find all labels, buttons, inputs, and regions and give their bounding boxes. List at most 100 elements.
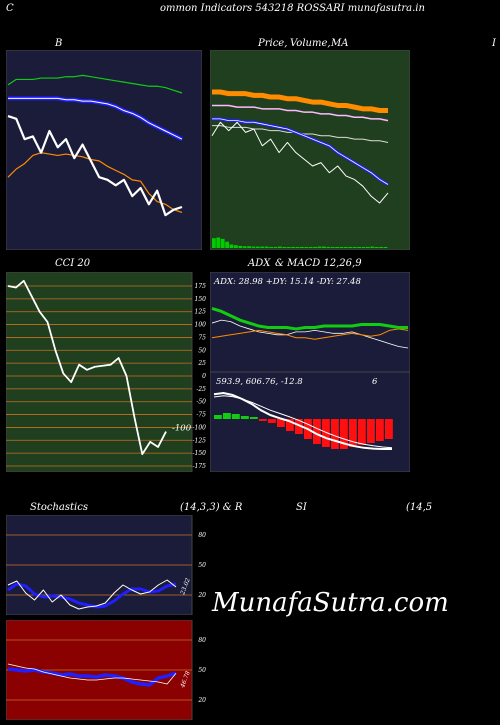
price-ma-mid <box>212 104 389 122</box>
cci-label: CCI 20 <box>55 258 91 269</box>
macd-histogram-bar <box>313 419 321 444</box>
adx-label-b: & MACD 12,26,9 <box>275 258 362 269</box>
volume-bar <box>216 237 221 248</box>
volume-bar <box>212 238 216 248</box>
volume-bar <box>269 246 273 248</box>
bollinger-upper-band <box>7 74 183 94</box>
macd-readout-b: 6 <box>372 377 378 387</box>
volume-bar <box>357 246 361 248</box>
volume-bar <box>264 246 269 248</box>
volume-bar <box>291 246 295 248</box>
volume-bar <box>344 246 348 248</box>
volume-bar <box>295 246 300 248</box>
cci-tick-label: -75 <box>196 412 206 419</box>
adx-macd-chart: ADX: 28.98 +DY: 15.14 -DY: 27.48 593.9, 6… <box>210 272 410 472</box>
macd-histogram-bar <box>277 419 285 427</box>
cci-tick-label: -150 <box>193 450 207 457</box>
cci-current-value: -100 <box>172 423 192 433</box>
bollinger-label: B <box>55 38 63 49</box>
cci-tick-label: 100 <box>195 322 207 329</box>
volume-bar <box>242 246 247 248</box>
cci-tick-label: 0 <box>202 373 206 380</box>
macd-line <box>213 392 392 450</box>
price-ma-fast-core <box>212 118 389 185</box>
volume-bar <box>229 244 234 248</box>
macd-histogram-bar <box>259 419 267 421</box>
price-label-b: Volume, <box>290 38 331 49</box>
macd-histogram-bar <box>331 419 339 449</box>
macd-histogram-bar <box>250 417 258 419</box>
volume-bar <box>282 246 287 248</box>
cci-tick-label: 50 <box>198 347 206 354</box>
macd-histogram-bar <box>322 419 330 447</box>
volume-bar <box>300 246 304 248</box>
macd-histogram-bar <box>367 419 375 443</box>
price-ma-long <box>212 89 388 113</box>
cci-tick-label: -50 <box>196 399 206 406</box>
macd-histogram-bar <box>385 419 393 439</box>
price-bg <box>210 50 410 250</box>
volume-bar <box>304 246 309 248</box>
cci-tick-label: -125 <box>193 437 207 444</box>
volume-bar <box>273 246 278 248</box>
volume-bar <box>339 246 344 248</box>
header-title: ommon Indicators 543218 ROSSARI munafasu… <box>160 3 425 14</box>
volume-bar <box>260 246 265 248</box>
rsi-signal-line <box>7 663 177 685</box>
brand-watermark: MunafaSutra.com <box>212 588 449 618</box>
volume-bar <box>361 246 366 248</box>
macd-histogram-bar <box>241 416 249 419</box>
rsi-tick-label: 50 <box>198 667 206 674</box>
cci-tick-label: 150 <box>195 296 207 303</box>
volume-bar <box>234 245 238 248</box>
cci-tick-label: -175 <box>193 463 207 470</box>
adx-readout: ADX: 28.98 +DY: 15.14 -DY: 27.48 <box>213 277 361 287</box>
rsi-tick-label: 20 <box>197 697 206 704</box>
adx-plus-dy-line <box>211 319 409 349</box>
volume-bar <box>383 246 388 248</box>
rsi-label-b: (14,5 <box>406 502 433 513</box>
volume-bar <box>366 246 370 248</box>
price-label-c: MA <box>331 38 349 49</box>
price-right-label: I <box>492 38 496 49</box>
stoch-tick-label: 50 <box>198 562 206 569</box>
volume-bar <box>225 241 229 248</box>
macd-histogram-bar <box>358 419 366 445</box>
macd-histogram-bar <box>214 415 222 419</box>
adx-bg <box>210 272 410 373</box>
volume-bar <box>251 246 256 248</box>
cci-tick-label: 75 <box>198 334 206 341</box>
bollinger-price-line <box>7 115 183 217</box>
volume-bar <box>330 246 335 248</box>
bollinger-chart <box>6 50 202 250</box>
adx-minus-dy-line <box>211 328 409 340</box>
volume-bar <box>247 246 251 248</box>
stoch-tick-label: 80 <box>198 532 206 539</box>
cci-chart: 1751501251007550250-25-50-75-100-125-150… <box>6 272 207 472</box>
stoch-label-a: Stochastics <box>30 502 88 513</box>
cci-tick-label: -25 <box>196 386 206 393</box>
bollinger-mid-band-core <box>8 97 183 140</box>
bollinger-bg <box>6 50 202 250</box>
cci-tick-label: 175 <box>195 283 207 290</box>
volume-bar <box>326 246 331 248</box>
volume-bar <box>317 246 322 248</box>
volume-bar <box>322 246 326 248</box>
macd-histogram-bar <box>295 419 303 434</box>
volume-bar <box>370 246 375 248</box>
cci-tick-label: 125 <box>195 309 207 316</box>
volume-bar <box>308 246 313 248</box>
macd-readout-a: 593.9, 606.76, -12.8 <box>216 377 303 387</box>
cci-line <box>7 279 167 456</box>
volume-bar <box>313 246 317 248</box>
header-letter: C <box>6 3 14 14</box>
rsi-tick-label: 80 <box>198 637 206 644</box>
volume-bar <box>374 246 379 248</box>
macd-histogram-bar <box>376 419 384 441</box>
volume-bar <box>220 238 225 248</box>
volume-bar <box>286 246 291 248</box>
macd-histogram-bar <box>232 414 240 419</box>
adx-label-a: ADX <box>248 258 271 269</box>
